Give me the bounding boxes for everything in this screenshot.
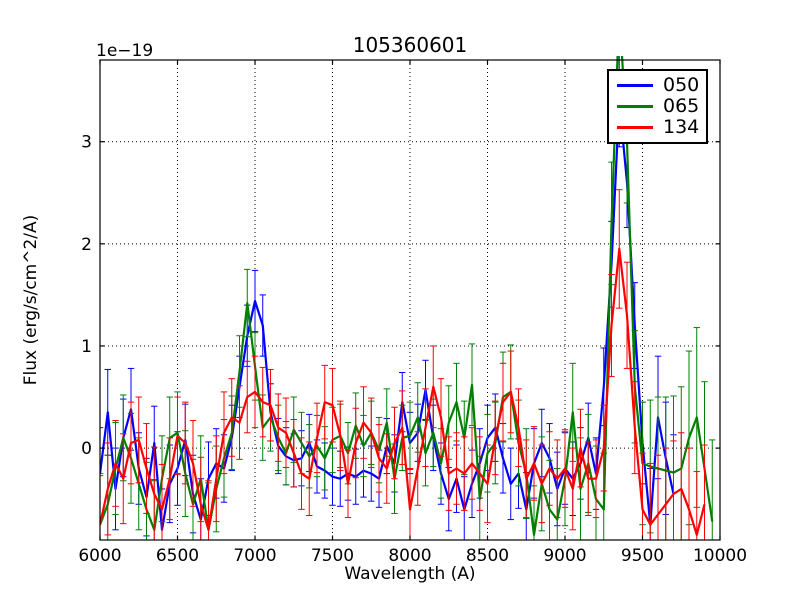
x-tick-label: 9000 <box>543 546 586 566</box>
axis-ticks <box>99 60 721 540</box>
plot-title: 105360601 <box>352 33 468 57</box>
x-tick-label: 9500 <box>621 546 664 566</box>
error-bars-134 <box>99 189 708 540</box>
legend-line-swatch-red <box>617 126 653 129</box>
y-tick-label: 0 <box>81 439 92 459</box>
legend-line-swatch-green <box>617 105 653 108</box>
x-tick-label: 7000 <box>233 546 276 566</box>
legend-entry-065: 065 <box>617 95 700 117</box>
x-tick-label: 6000 <box>78 546 121 566</box>
x-tick-label: 10000 <box>693 546 747 566</box>
y-tick-label: 1 <box>81 337 92 357</box>
tick-labels: 6000 6500 7000 7500 8000 8500 9000 9500 10000 0 1 2… <box>78 133 747 566</box>
legend-label: 134 <box>663 116 700 138</box>
legend-label: 050 <box>663 74 700 96</box>
legend-label: 065 <box>663 95 700 117</box>
x-tick-label: 8000 <box>388 546 431 566</box>
series-line-065 <box>99 56 714 537</box>
y-tick-label: 3 <box>81 133 92 153</box>
x-axis-label: Wavelength (A) <box>344 564 476 584</box>
x-tick-label: 6500 <box>156 546 199 566</box>
legend-entry-050: 050 <box>617 74 700 96</box>
series-line-134 <box>99 247 706 537</box>
legend-box: 050 065 134 <box>607 69 708 144</box>
y-axis-label: Flux (erg/s/cm^2/A) <box>21 214 41 386</box>
y-tick-label: 2 <box>81 235 92 255</box>
legend-entry-134: 134 <box>617 116 700 138</box>
x-tick-label: 7500 <box>311 546 354 566</box>
x-tick-label: 8500 <box>466 546 509 566</box>
y-axis-offset-text: 1e−19 <box>96 41 154 61</box>
legend-line-swatch-blue <box>617 84 653 87</box>
